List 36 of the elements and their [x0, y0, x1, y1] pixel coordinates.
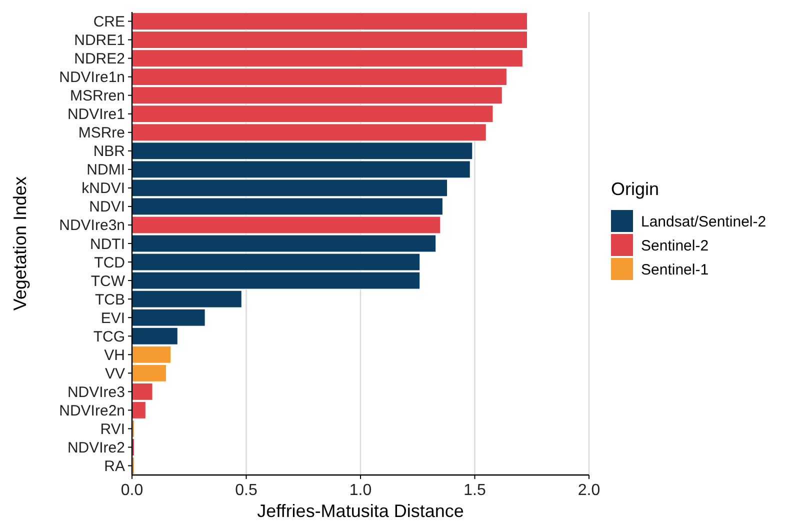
y-tick-label: NDVIre3 — [67, 384, 125, 401]
y-tick-label: CRE — [93, 14, 125, 31]
y-tick-label: NBR — [93, 143, 126, 160]
y-tick-label: NDVI — [89, 198, 125, 216]
legend-label: Sentinel-1 — [641, 261, 709, 278]
y-tick-label: EVI — [100, 310, 125, 327]
x-tick-label: 1.5 — [464, 482, 486, 499]
y-axis-title: Vegetation Index — [10, 176, 30, 311]
y-tick-label: TCD — [94, 254, 126, 272]
y-tick-label: NDVIre2n — [59, 402, 125, 420]
y-tick-label: RA — [104, 458, 125, 475]
y-tick-label: TCG — [93, 328, 125, 346]
y-tick-label: TCB — [95, 291, 125, 308]
y-tick-label: NDVIre1 — [67, 106, 125, 124]
y-tick-label: NDRE1 — [74, 32, 125, 50]
y-tick-label: TCW — [90, 272, 126, 290]
y-tick-label: VV — [104, 365, 125, 382]
legend-label: Landsat/Sentinel-2 — [641, 213, 766, 230]
y-tick-label: NDVIre2 — [67, 439, 125, 456]
y-tick-label: NDVIre3n — [59, 217, 125, 234]
x-axis-title: Jeffries-Matusita Distance — [257, 501, 464, 521]
x-tick-label: 2.0 — [578, 482, 600, 499]
y-tick-label: NDVIre1n — [59, 69, 125, 86]
y-tick-label: MSRren — [70, 88, 125, 105]
legend-title: Origin — [611, 179, 660, 199]
y-tick-label: MSRre — [78, 124, 125, 142]
y-tick-label: NDMI — [86, 162, 125, 179]
x-tick-label: 1.0 — [349, 482, 372, 499]
x-tick-label: 0.0 — [120, 482, 144, 499]
y-tick-label: VH — [104, 346, 125, 364]
y-tick-label: RVI — [100, 420, 125, 438]
x-tick-label: 0.5 — [235, 482, 258, 499]
y-tick-label: NDRE2 — [74, 50, 125, 68]
y-tick-label: NDTI — [90, 236, 125, 253]
legend-label: Sentinel-2 — [641, 237, 709, 254]
y-tick-label: kNDVI — [82, 180, 125, 198]
